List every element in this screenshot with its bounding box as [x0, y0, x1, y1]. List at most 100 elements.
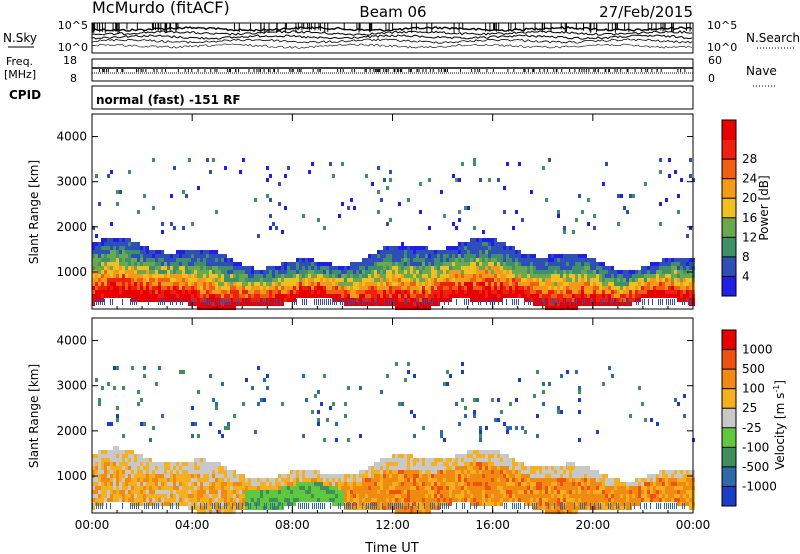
heatmap-cell — [503, 498, 506, 502]
heatmap-cell — [119, 262, 122, 266]
heatmap-cell — [161, 270, 164, 274]
heatmap-cell — [212, 306, 215, 310]
heatmap-cell — [269, 478, 272, 482]
heatmap-cell — [326, 478, 329, 482]
heatmap-cell — [176, 286, 179, 290]
heatmap-cell — [224, 502, 227, 506]
heatmap-cell — [356, 486, 359, 490]
heatmap-cell — [104, 450, 107, 454]
heatmap-cell — [488, 250, 491, 254]
heatmap-cell — [452, 490, 455, 494]
heatmap-cell — [443, 458, 446, 462]
heatmap-cell — [176, 258, 179, 262]
heatmap-cell — [473, 258, 476, 262]
heatmap-cell — [221, 290, 224, 294]
heatmap-cell — [308, 262, 311, 266]
heatmap-cell — [245, 478, 248, 482]
heatmap-cell — [377, 166, 380, 170]
heatmap-cell — [149, 274, 152, 278]
heatmap-cell — [458, 274, 461, 278]
heatmap-cell — [437, 462, 440, 466]
heatmap-cell — [446, 478, 449, 482]
heatmap-cell — [443, 494, 446, 498]
heatmap-cell — [479, 458, 482, 462]
heatmap-cell — [260, 302, 263, 306]
heatmap-cell — [209, 170, 212, 174]
heatmap-cell — [305, 486, 308, 490]
heatmap-cell — [401, 262, 404, 266]
heatmap-cell — [296, 274, 299, 278]
heatmap-cell — [206, 282, 209, 286]
heatmap-cell — [140, 498, 143, 502]
heatmap-cell — [377, 258, 380, 262]
heatmap-cell — [380, 198, 383, 202]
heatmap-cell — [404, 490, 407, 494]
heatmap-cell — [110, 262, 113, 266]
heatmap-cell — [272, 498, 275, 502]
heatmap-cell — [521, 274, 524, 278]
heatmap-cell — [371, 302, 374, 306]
nave-dot — [532, 69, 534, 72]
heatmap-cell — [164, 474, 167, 478]
heatmap-speckle — [544, 299, 545, 305]
heatmap-cell — [302, 286, 305, 290]
nave-dot — [479, 69, 481, 72]
heatmap-cell — [218, 286, 221, 290]
heatmap-cell — [551, 294, 554, 298]
heatmap-cell — [536, 294, 539, 298]
heatmap-cell — [422, 286, 425, 290]
heatmap-cell — [479, 238, 482, 242]
heatmap-cell — [320, 402, 323, 406]
heatmap-cell — [269, 494, 272, 498]
heatmap-cell — [434, 466, 437, 470]
heatmap-cell — [482, 262, 485, 266]
heatmap-cell — [227, 482, 230, 486]
heatmap-cell — [95, 466, 98, 470]
heatmap-cell — [263, 486, 266, 490]
heatmap-cell — [401, 258, 404, 262]
heatmap-cell — [491, 278, 494, 282]
heatmap-cell — [326, 282, 329, 286]
heatmap-cell — [437, 250, 440, 254]
heatmap-cell — [182, 294, 185, 298]
heatmap-cell — [143, 422, 146, 426]
heatmap-cell — [215, 486, 218, 490]
heatmap-cell — [548, 266, 551, 270]
heatmap-cell — [185, 270, 188, 274]
nave-dot — [256, 69, 258, 72]
heatmap-cell — [140, 490, 143, 494]
heatmap-cell — [92, 494, 95, 498]
heatmap-cell — [149, 286, 152, 290]
heatmap-cell — [386, 266, 389, 270]
heatmap-cell — [443, 478, 446, 482]
heatmap-cell — [425, 498, 428, 502]
heatmap-cell — [659, 222, 662, 226]
heatmap-cell — [239, 266, 242, 270]
heatmap-cell — [476, 274, 479, 278]
heatmap-cell — [662, 286, 665, 290]
heatmap-cell — [542, 258, 545, 262]
heatmap-speckle — [486, 299, 487, 305]
heatmap-cell — [515, 278, 518, 282]
heatmap-cell — [377, 274, 380, 278]
heatmap-cell — [410, 482, 413, 486]
heatmap-cell — [143, 250, 146, 254]
heatmap-cell — [398, 302, 401, 306]
heatmap-cell — [446, 258, 449, 262]
heatmap-cell — [92, 298, 95, 302]
heatmap-cell — [410, 290, 413, 294]
heatmap-cell — [260, 490, 263, 494]
heatmap-cell — [218, 278, 221, 282]
heatmap-cell — [179, 282, 182, 286]
heatmap-cell — [425, 486, 428, 490]
heatmap-cell — [206, 274, 209, 278]
heatmap-cell — [392, 470, 395, 474]
heatmap-cell — [371, 482, 374, 486]
colorbar-swatch — [722, 198, 736, 219]
heatmap-cell — [485, 290, 488, 294]
heatmap-cell — [515, 282, 518, 286]
heatmap-cell — [362, 486, 365, 490]
heatmap-cell — [617, 286, 620, 290]
heatmap-cell — [443, 250, 446, 254]
heatmap-cell — [164, 482, 167, 486]
